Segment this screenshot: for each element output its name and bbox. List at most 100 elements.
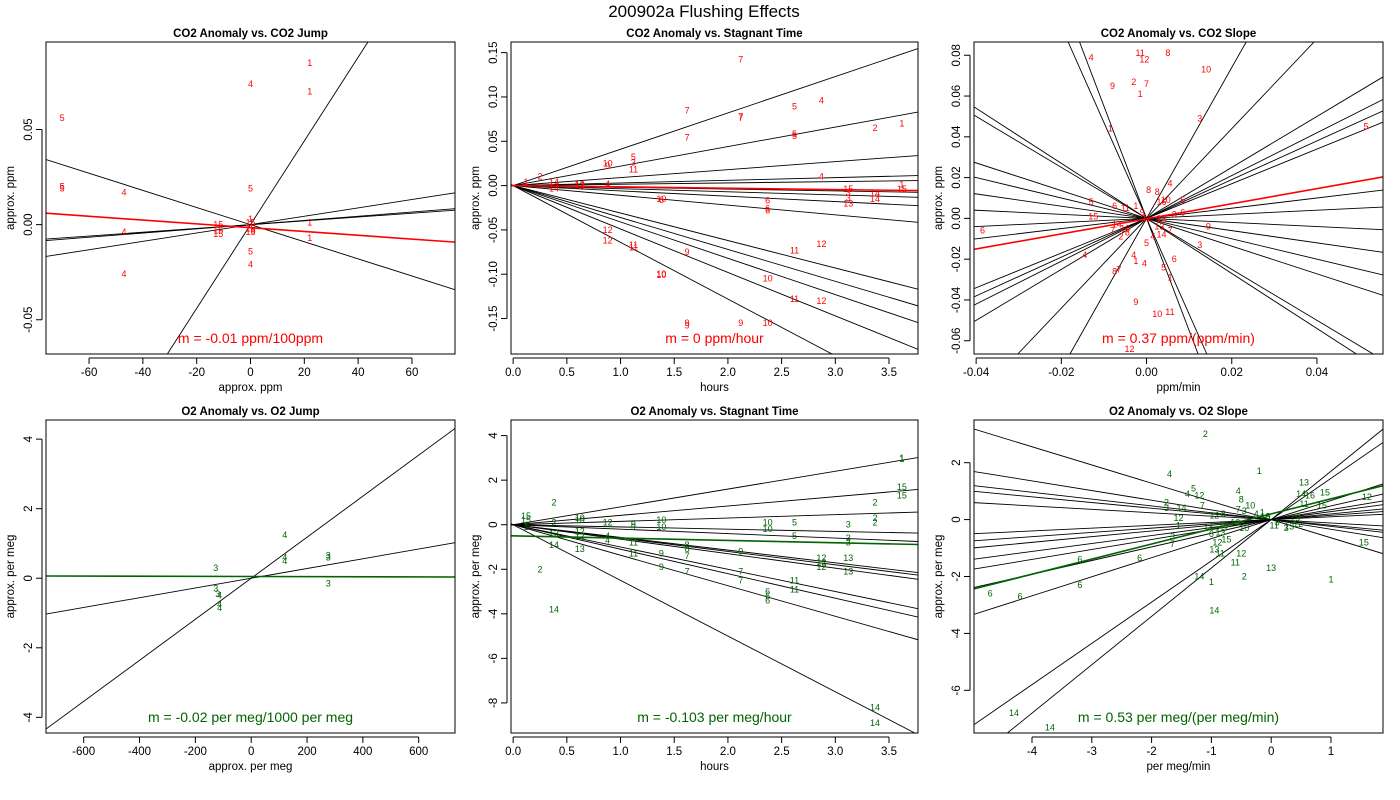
data-point: 13 <box>843 566 853 576</box>
data-point: 4 <box>819 172 824 182</box>
data-point: 1 <box>307 218 312 228</box>
fit-line <box>974 110 1383 298</box>
data-point: 11 <box>790 575 799 585</box>
data-point: 10 <box>656 269 666 279</box>
data-point: 12 <box>1173 513 1183 523</box>
data-point: 1 <box>1133 201 1138 211</box>
data-point: 13 <box>1154 222 1164 232</box>
data-point: 3 <box>213 584 218 594</box>
data-point: 4 <box>217 599 222 609</box>
fit-line <box>511 184 918 350</box>
fit-line <box>974 500 1383 570</box>
data-point: 15 <box>843 184 853 194</box>
fit-line <box>974 76 1383 323</box>
data-point: 15 <box>213 229 223 239</box>
fit-line <box>1069 42 1247 354</box>
x-tick-label: 3.0 <box>827 367 843 379</box>
data-point: 10 <box>763 517 773 527</box>
data-point: 8 <box>685 540 690 550</box>
data-point: 6 <box>1172 254 1177 264</box>
data-point: 9 <box>1206 222 1211 232</box>
data-point: 4 <box>1142 258 1147 268</box>
data-point: 2 <box>1118 232 1123 242</box>
fit-line <box>511 523 918 618</box>
data-point: 4 <box>282 552 287 562</box>
y-tick-label: -0.06 <box>951 328 963 354</box>
x-tick-label: -2 <box>1146 746 1156 758</box>
data-point: 4 <box>605 535 610 545</box>
data-point: 13 <box>1215 527 1225 537</box>
data-point: 5 <box>792 517 797 527</box>
data-point: 3 <box>846 520 851 530</box>
x-tick-label: -200 <box>184 746 207 758</box>
data-point: 3 <box>213 563 218 573</box>
overall-fit-line <box>46 212 455 243</box>
data-point: 11 <box>1121 203 1130 213</box>
data-point: 16 <box>1260 512 1270 522</box>
data-point: 5 <box>1161 262 1166 272</box>
data-point: 12 <box>816 558 826 568</box>
y-tick-label: 0.00 <box>488 174 500 196</box>
x-tick-label: 2.5 <box>774 746 790 758</box>
plot-frame <box>973 41 1384 355</box>
data-point: 3 <box>1275 517 1280 527</box>
y-axis-label: approx. ppm <box>933 166 945 230</box>
data-point: 13 <box>1266 563 1276 573</box>
fit-line <box>974 114 1374 354</box>
data-point: 12 <box>816 296 826 306</box>
fit-line <box>974 511 1383 542</box>
data-point: 1 <box>1133 256 1138 266</box>
data-point: 4 <box>1089 52 1094 62</box>
data-point: 7 <box>1200 500 1205 510</box>
data-point: 4 <box>1150 232 1155 242</box>
data-point: 4 <box>122 187 127 197</box>
y-tick-label: 0.00 <box>951 207 963 229</box>
x-axis-label: ppm/min <box>1156 382 1200 394</box>
data-point: 11 <box>629 240 638 250</box>
fit-line <box>511 524 918 542</box>
data-point: 5 <box>248 183 253 193</box>
slope-annotation: m = 0 ppm/hour <box>665 330 764 346</box>
y-tick-label: 0.06 <box>951 85 963 107</box>
data-point: 1 <box>1176 520 1181 530</box>
fit-line <box>974 504 1383 560</box>
x-axis-label: hours <box>700 761 729 773</box>
data-point: 9 <box>1266 512 1271 522</box>
figure-title: 200902a Flushing Effects <box>608 2 800 21</box>
data-point: 14 <box>870 194 880 204</box>
data-point: 3 <box>1197 240 1202 250</box>
data-point: 10 <box>763 524 773 534</box>
data-point: 6 <box>1077 580 1082 590</box>
data-point: 3 <box>1164 503 1169 513</box>
x-axis-label: approx. ppm <box>219 382 283 394</box>
data-point: 4 <box>248 79 253 89</box>
panel-title: O2 Anomaly vs. Stagnant Time <box>630 406 798 418</box>
data-point: 2 <box>873 497 878 507</box>
y-tick-label: 2 <box>951 459 963 465</box>
data-point: 9 <box>685 247 690 257</box>
data-point: 4 <box>1236 486 1241 496</box>
x-tick-label: -40 <box>135 367 152 379</box>
data-point: 14 <box>1203 523 1213 533</box>
data-point: 6 <box>765 196 770 206</box>
data-point: 6 <box>980 226 985 236</box>
panel-title: CO2 Anomaly vs. CO2 Jump <box>173 28 328 40</box>
data-point: 7 <box>1236 505 1241 515</box>
data-point: 12 <box>1209 510 1219 520</box>
plot-frame <box>45 41 456 355</box>
data-point: 10 <box>1161 195 1171 205</box>
fit-line <box>974 471 1383 539</box>
data-point: 11 <box>1142 213 1151 223</box>
data-point: 11 <box>1270 520 1279 530</box>
fit-line <box>511 523 918 610</box>
data-point: 1 <box>524 522 529 532</box>
regression-lines <box>46 42 455 354</box>
data-point: 10 <box>656 515 666 525</box>
data-point: 14 <box>549 604 559 614</box>
y-tick-label: -2 <box>23 643 35 653</box>
slope-annotation: m = -0.01 ppm/100ppm <box>178 330 323 346</box>
